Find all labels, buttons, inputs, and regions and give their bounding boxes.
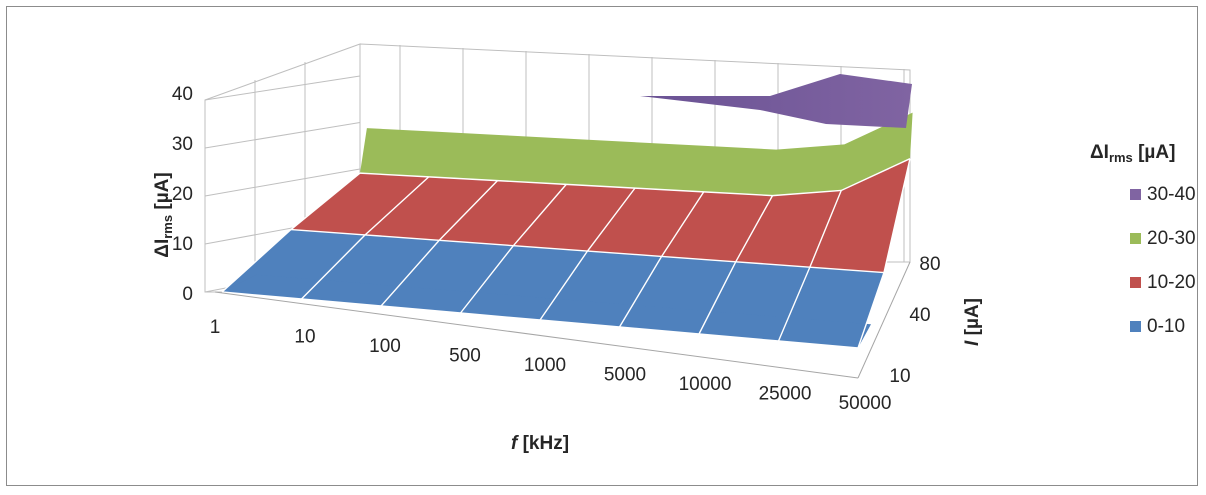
legend-swatch bbox=[1130, 233, 1141, 244]
x-tick-label: 500 bbox=[449, 346, 481, 367]
legend-title: ΔIrms [µA] bbox=[1090, 142, 1175, 165]
band-30-40 bbox=[640, 74, 912, 128]
y-tick-label: 10 bbox=[889, 366, 910, 387]
legend: ΔIrms [µA] 30-40 20-30 10-20 0-10 bbox=[1090, 142, 1196, 337]
legend-swatch bbox=[1130, 321, 1141, 332]
axis-lines bbox=[214, 261, 911, 379]
z-axis-ticks: 0 10 20 30 40 bbox=[172, 84, 193, 305]
y-axis-ticks: 80 40 10 bbox=[889, 254, 940, 387]
z-tick-label: 30 bbox=[172, 134, 193, 155]
z-tick-label: 40 bbox=[172, 84, 193, 105]
legend-swatch bbox=[1130, 277, 1141, 288]
z-axis-title: ΔIrms [µA] bbox=[152, 172, 175, 257]
band-10-20 bbox=[291, 158, 910, 273]
legend-label: 0-10 bbox=[1147, 316, 1185, 337]
x-tick-label: 10000 bbox=[679, 374, 732, 395]
x-tick-label: 1 bbox=[210, 317, 221, 338]
legend-label: 10-20 bbox=[1147, 272, 1196, 293]
x-axis-title: f [kHz] bbox=[511, 433, 569, 454]
legend-label: 20-30 bbox=[1147, 228, 1196, 249]
z-tick-label: 20 bbox=[172, 184, 193, 205]
x-axis-ticks: 1 10 100 500 1000 5000 10000 25000 50000 bbox=[210, 317, 892, 414]
surface-mesh bbox=[221, 158, 911, 349]
legend-swatch bbox=[1130, 189, 1141, 200]
x-tick-label: 25000 bbox=[759, 384, 812, 405]
y-tick-label: 40 bbox=[909, 305, 930, 326]
y-axis-title: I [µA] bbox=[962, 298, 983, 346]
band-20-30 bbox=[360, 112, 913, 196]
x-tick-label: 5000 bbox=[604, 365, 646, 386]
y-tick-label: 80 bbox=[919, 254, 940, 275]
x-tick-label: 1000 bbox=[524, 355, 566, 376]
x-tick-label: 10 bbox=[294, 327, 315, 348]
x-tick-label: 50000 bbox=[839, 393, 892, 414]
legend-label: 30-40 bbox=[1147, 184, 1196, 205]
x-tick-label: 100 bbox=[369, 336, 401, 357]
z-tick-label: 0 bbox=[182, 284, 193, 305]
z-tick-label: 10 bbox=[172, 234, 193, 255]
